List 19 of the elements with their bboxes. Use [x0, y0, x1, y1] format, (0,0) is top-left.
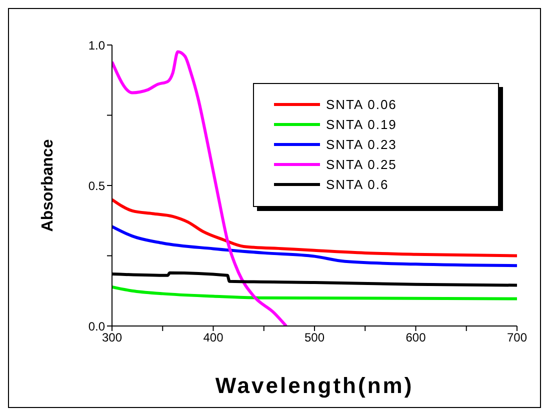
legend-label: SNTA 0.23 [326, 136, 397, 152]
y-tick-label: 1.0 [88, 38, 106, 52]
legend-label: SNTA 0.25 [326, 156, 397, 172]
y-axis-title: Absorbance [40, 139, 57, 232]
legend-label: SNTA 0.06 [326, 96, 397, 112]
legend-label: SNTA 0.6 [326, 176, 389, 192]
x-tick-label: 300 [102, 330, 122, 345]
x-axis-title: Wavelength(nm) [215, 373, 414, 398]
y-tick-label: 0.0 [88, 319, 106, 334]
line-series [112, 198, 517, 258]
x-tick-label: 400 [203, 330, 224, 345]
legend-label: SNTA 0.19 [326, 116, 397, 132]
y-tick-label: 0.5 [88, 178, 106, 193]
x-tick-label: 600 [406, 330, 426, 345]
x-tick-label: 500 [304, 330, 325, 345]
x-tick-label: 700 [506, 330, 528, 345]
line-series [112, 50, 288, 326]
line-series [112, 225, 517, 268]
line-series [112, 285, 517, 300]
